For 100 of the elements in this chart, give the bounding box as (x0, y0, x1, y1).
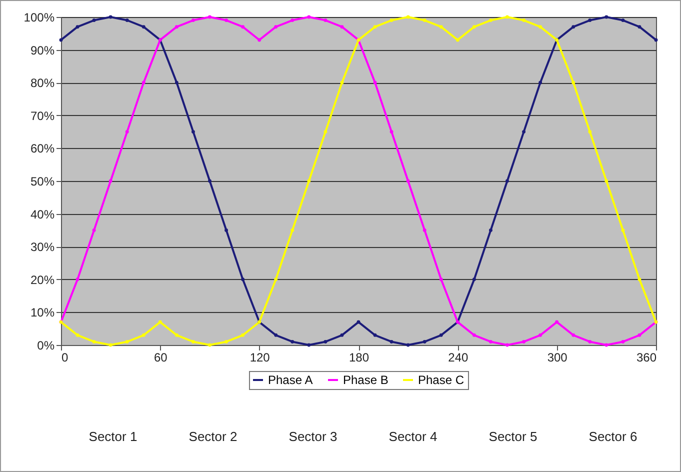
point (488, 18, 492, 22)
y-tick-label: 80% (30, 76, 55, 90)
point (125, 18, 129, 22)
x-tick-label: 0 (62, 350, 68, 364)
point (108, 179, 112, 183)
point (324, 130, 328, 134)
y-tick-label: 100% (24, 10, 55, 24)
line-series (59, 15, 658, 347)
legend-label: Phase C (418, 373, 464, 387)
point (373, 25, 377, 29)
point (208, 343, 212, 347)
point (241, 25, 245, 29)
x-tick-label: 240 (448, 350, 468, 364)
x-tick-label: 360 (636, 350, 657, 364)
point (456, 38, 460, 42)
y-tick-label: 30% (30, 240, 55, 254)
point (373, 333, 377, 337)
y-tick-label: 70% (30, 108, 55, 123)
legend-label: Phase B (343, 373, 388, 387)
point (340, 80, 344, 84)
point (274, 333, 278, 337)
point (422, 18, 426, 22)
point (76, 25, 80, 29)
point (621, 18, 625, 22)
point (191, 18, 195, 22)
point (142, 80, 146, 84)
point (572, 80, 576, 84)
point (258, 38, 262, 42)
point (588, 18, 592, 22)
point (340, 25, 344, 29)
text: Sector 1 (88, 429, 138, 444)
point (307, 343, 311, 347)
point (290, 18, 294, 22)
point (538, 25, 542, 29)
point (274, 25, 278, 29)
y-tick-label: 40% (30, 207, 55, 222)
point (290, 340, 294, 344)
point (92, 228, 96, 232)
text: Sector 4 (388, 429, 438, 444)
point (290, 228, 294, 232)
point (422, 228, 426, 232)
point (522, 18, 526, 22)
point (604, 343, 608, 347)
point (390, 340, 394, 344)
point (125, 340, 129, 344)
point (406, 179, 410, 183)
point (604, 15, 608, 19)
point (472, 278, 476, 282)
point (654, 38, 658, 42)
point (76, 278, 80, 282)
y-tick-label: 50% (30, 174, 55, 188)
point (158, 320, 162, 324)
y-tick-label: 10% (30, 306, 55, 320)
point (439, 25, 443, 29)
point (406, 343, 410, 347)
text: Sector 5 (488, 429, 538, 444)
legend-label: Phase A (268, 373, 313, 387)
point (241, 333, 245, 337)
point (488, 340, 492, 344)
y-tick-label: 20% (30, 272, 55, 287)
point (472, 25, 476, 29)
point (208, 179, 212, 183)
point (522, 130, 526, 134)
point (638, 333, 642, 337)
point (224, 228, 228, 232)
x-tick-label: 180 (348, 350, 370, 364)
point (522, 340, 526, 344)
x-tick-label: 300 (547, 350, 568, 364)
point (174, 80, 178, 84)
point (108, 15, 112, 19)
point (406, 15, 410, 19)
point (506, 343, 509, 347)
point (621, 340, 625, 344)
point (472, 333, 476, 337)
y-tick-label: 60% (30, 142, 55, 156)
point (439, 278, 443, 282)
point (588, 340, 592, 344)
point (356, 320, 360, 324)
x-tick-label: 120 (250, 350, 270, 364)
point (307, 179, 311, 183)
point (224, 18, 228, 22)
point (390, 18, 394, 22)
point (638, 278, 642, 282)
point (638, 25, 642, 29)
point (604, 179, 608, 183)
point (142, 333, 146, 337)
point (142, 25, 146, 29)
point (538, 333, 542, 337)
point (555, 320, 559, 324)
point (174, 25, 178, 29)
point (488, 228, 492, 232)
text: Sector 6 (588, 429, 638, 444)
text: Sector 3 (288, 429, 338, 444)
point (274, 278, 278, 282)
point (340, 333, 344, 337)
point (307, 15, 311, 19)
point (621, 228, 625, 232)
text: Sector 2 (188, 429, 238, 444)
point (390, 130, 394, 134)
point (324, 340, 328, 344)
